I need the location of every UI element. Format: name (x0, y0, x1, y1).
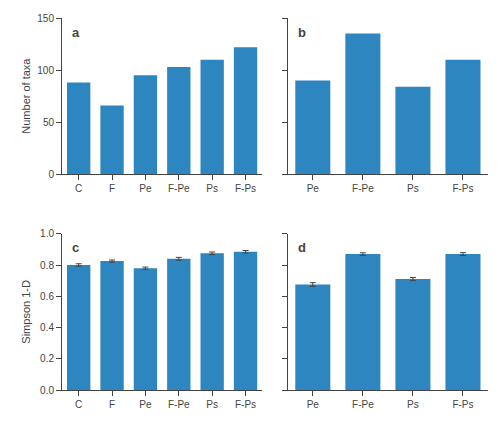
svg-text:F-Ps: F-Ps (235, 399, 256, 410)
svg-text:Number of taxa: Number of taxa (20, 58, 32, 134)
svg-text:0.4: 0.4 (40, 322, 54, 333)
svg-text:F: F (109, 399, 115, 410)
svg-text:0: 0 (48, 169, 54, 180)
svg-text:a: a (72, 25, 80, 40)
svg-text:F-Pe: F-Pe (352, 399, 374, 410)
svg-text:Pe: Pe (139, 183, 152, 194)
svg-text:F-Ps: F-Ps (235, 183, 256, 194)
svg-text:0.0: 0.0 (40, 385, 54, 396)
svg-text:Pe: Pe (307, 399, 320, 410)
svg-text:F-Ps: F-Ps (452, 399, 473, 410)
svg-text:Pe: Pe (139, 399, 152, 410)
svg-text:Ps: Ps (407, 183, 419, 194)
svg-text:Ps: Ps (407, 399, 419, 410)
svg-text:150: 150 (37, 13, 54, 24)
svg-text:Pe: Pe (307, 183, 320, 194)
svg-text:d: d (298, 240, 306, 255)
svg-text:Simpson 1-D: Simpson 1-D (20, 280, 32, 344)
svg-text:F-Pe: F-Pe (168, 183, 190, 194)
svg-text:100: 100 (37, 65, 54, 76)
svg-text:C: C (75, 399, 82, 410)
svg-text:0.8: 0.8 (40, 260, 54, 271)
svg-text:Ps: Ps (206, 399, 218, 410)
svg-text:F-Ps: F-Ps (452, 183, 473, 194)
svg-text:C: C (75, 183, 82, 194)
svg-text:0.2: 0.2 (40, 353, 54, 364)
svg-text:0.6: 0.6 (40, 291, 54, 302)
svg-text:F-Pe: F-Pe (352, 183, 374, 194)
svg-text:Ps: Ps (206, 183, 218, 194)
svg-text:b: b (298, 25, 306, 40)
svg-text:50: 50 (43, 117, 55, 128)
svg-text:F: F (109, 183, 115, 194)
svg-text:F-Pe: F-Pe (168, 399, 190, 410)
svg-text:c: c (72, 240, 79, 255)
svg-text:1.0: 1.0 (40, 228, 54, 239)
